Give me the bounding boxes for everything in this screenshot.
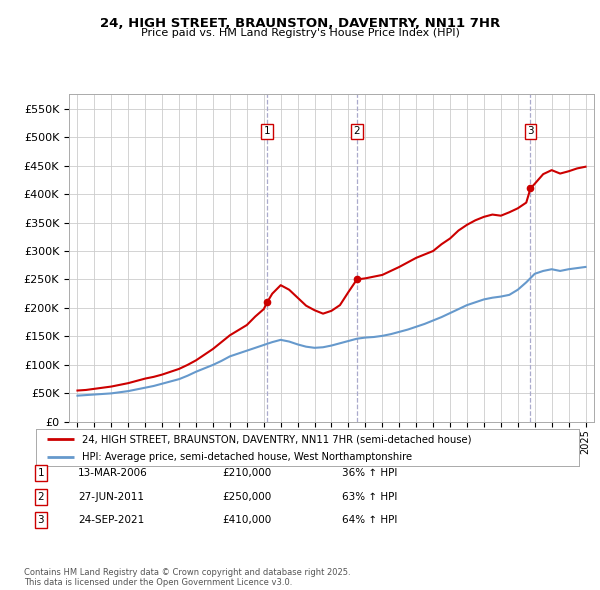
Text: £410,000: £410,000	[222, 516, 271, 525]
Text: 24, HIGH STREET, BRAUNSTON, DAVENTRY, NN11 7HR (semi-detached house): 24, HIGH STREET, BRAUNSTON, DAVENTRY, NN…	[82, 434, 472, 444]
Text: Price paid vs. HM Land Registry's House Price Index (HPI): Price paid vs. HM Land Registry's House …	[140, 28, 460, 38]
Text: £250,000: £250,000	[222, 492, 271, 502]
Text: 3: 3	[37, 516, 44, 525]
Text: 63% ↑ HPI: 63% ↑ HPI	[342, 492, 397, 502]
Text: 3: 3	[527, 126, 534, 136]
Text: 2: 2	[37, 492, 44, 502]
Text: HPI: Average price, semi-detached house, West Northamptonshire: HPI: Average price, semi-detached house,…	[82, 452, 412, 462]
Text: 1: 1	[264, 126, 271, 136]
Text: £210,000: £210,000	[222, 468, 271, 478]
Text: 27-JUN-2011: 27-JUN-2011	[78, 492, 144, 502]
Text: 1: 1	[37, 468, 44, 478]
Text: 24, HIGH STREET, BRAUNSTON, DAVENTRY, NN11 7HR: 24, HIGH STREET, BRAUNSTON, DAVENTRY, NN…	[100, 17, 500, 30]
Text: 24-SEP-2021: 24-SEP-2021	[78, 516, 144, 525]
Text: 64% ↑ HPI: 64% ↑ HPI	[342, 516, 397, 525]
Text: 36% ↑ HPI: 36% ↑ HPI	[342, 468, 397, 478]
Text: Contains HM Land Registry data © Crown copyright and database right 2025.
This d: Contains HM Land Registry data © Crown c…	[24, 568, 350, 587]
Text: 2: 2	[353, 126, 360, 136]
Text: 13-MAR-2006: 13-MAR-2006	[78, 468, 148, 478]
